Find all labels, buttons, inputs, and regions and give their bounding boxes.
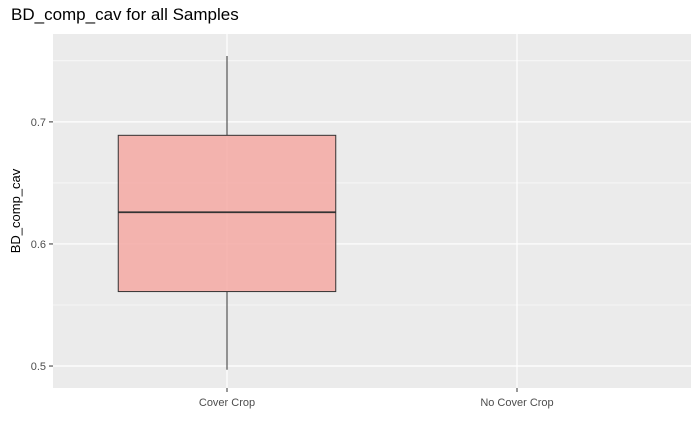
y-axis-title: BD_comp_cav	[8, 168, 23, 253]
x-tick-label: Cover Crop	[199, 397, 255, 409]
y-tick-label: 0.7	[31, 117, 46, 129]
x-tick-label: No Cover Crop	[480, 397, 553, 409]
y-tick-label: 0.5	[31, 361, 46, 373]
box-iqr	[117, 134, 337, 293]
x-axis-ticks: Cover Crop No Cover Crop	[199, 388, 554, 409]
chart-title: BD_comp_cav for all Samples	[11, 5, 239, 24]
y-tick-label: 0.6	[31, 239, 46, 251]
boxes	[117, 55, 337, 370]
y-axis-ticks: 0.5 0.6 0.7	[31, 117, 53, 373]
